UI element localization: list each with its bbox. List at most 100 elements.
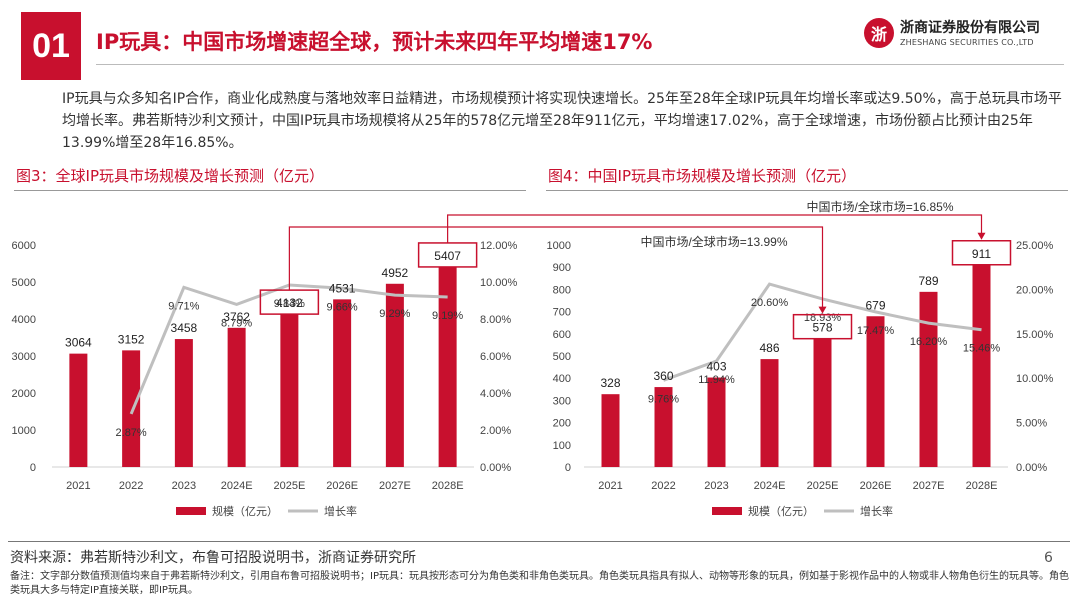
page-title: IP玩具：中国市场增速超全球，预计未来四年平均增速17% <box>96 30 653 54</box>
chart3-bar-label: 4531 <box>329 281 356 295</box>
chart4-y-tick: 800 <box>553 284 571 296</box>
chart3-bar <box>174 339 193 467</box>
chart3-y-tick: 6000 <box>12 240 36 252</box>
chart4-bar-label: 578 <box>812 321 832 335</box>
chart3-y-tick: 2000 <box>12 388 36 400</box>
chart3-bar <box>385 283 404 467</box>
chart3-bar-label: 4952 <box>382 266 409 280</box>
chart4-bar <box>760 359 779 467</box>
chart4-growth-label: 20.60% <box>751 297 789 309</box>
connector-2028 <box>447 214 983 243</box>
chart3-bar <box>438 266 457 467</box>
connector-2025 <box>288 226 824 309</box>
chart4-x-tick: 2024E <box>754 480 786 492</box>
chart3-y2-tick: 0.00% <box>480 462 511 474</box>
chart3-y-tick: 3000 <box>12 351 36 363</box>
chart3-growth-label: 9.71% <box>168 300 199 312</box>
figure4-title: 图4：中国IP玩具市场规模及增长预测（亿元） <box>548 167 857 185</box>
chart3-y2-tick: 12.00% <box>480 240 518 252</box>
chart4-growth-label: 9.76% <box>648 393 679 405</box>
chart4-growth-label: 11.94% <box>698 374 735 386</box>
share-2025-annotation: 中国市场/全球市场=13.99% <box>640 234 787 249</box>
chart3-x-tick: 2025E <box>273 480 305 492</box>
chart4-bar <box>972 264 991 467</box>
page-number: 6 <box>1044 550 1053 566</box>
chart4-x-tick: 2023 <box>704 480 728 492</box>
chart4-y2-tick: 0.00% <box>1016 462 1047 474</box>
chart3-y2-tick: 6.00% <box>480 351 511 363</box>
chart4-growth-label: 16.20% <box>910 336 948 348</box>
chart3-bar <box>280 314 299 467</box>
chart3-y2-tick: 10.00% <box>480 277 518 289</box>
chart4-bar-label: 679 <box>865 298 885 312</box>
figure4-divider <box>546 190 1068 191</box>
chart4-bar-label: 789 <box>918 274 938 288</box>
chart3-growth-label: 2.87% <box>116 427 147 439</box>
chart4-growth-label: 17.47% <box>857 325 895 337</box>
chart3-growth-label: 9.84% <box>274 298 305 310</box>
chart4-y2-tick: 15.00% <box>1016 329 1054 341</box>
chart4-x-tick: 2027E <box>913 480 945 492</box>
chart4-y2-tick: 25.00% <box>1016 240 1054 252</box>
chart3-growth-label: 9.19% <box>432 310 463 322</box>
source-divider <box>8 541 1070 542</box>
logo-company-name-en: ZHESHANG SECURITIES CO.,LTD <box>900 38 1034 47</box>
chart3-bar <box>69 353 88 467</box>
chart4-bar <box>601 394 620 467</box>
chart4-bar-label: 486 <box>759 341 779 355</box>
chart3-bar-label: 3152 <box>118 332 145 346</box>
chart4-y2-tick: 10.00% <box>1016 373 1054 385</box>
chart4-bar <box>866 316 885 467</box>
chart3-bar-label: 3064 <box>65 336 92 350</box>
chart4-y-tick: 700 <box>553 307 571 319</box>
chart4-y-tick: 400 <box>553 373 571 385</box>
chart3-growth-label: 9.29% <box>379 308 410 320</box>
chart3-y-tick: 5000 <box>12 277 36 289</box>
chart3-bar <box>227 327 246 467</box>
chart4-y-tick: 200 <box>553 418 571 430</box>
chart4-bar <box>813 338 832 467</box>
chart3-bar <box>333 299 352 467</box>
chart3-y2-tick: 4.00% <box>480 388 511 400</box>
chart3-bar <box>122 350 141 467</box>
highlight-box <box>951 240 1012 266</box>
chart4-y-tick: 600 <box>553 329 571 341</box>
chart3-bar-label: 3458 <box>171 321 198 335</box>
section-number-badge: 01 <box>21 12 81 80</box>
chart4-legend-bar-swatch <box>712 507 742 515</box>
figure3-title: 图3：全球IP玩具市场规模及增长预测（亿元） <box>16 167 325 185</box>
chart4-bar-label: 328 <box>600 376 620 390</box>
chart4-x-tick: 2021 <box>598 480 622 492</box>
title-divider <box>96 64 1064 65</box>
chart4-y-tick: 100 <box>553 440 571 452</box>
chart4-y2-tick: 5.00% <box>1016 418 1047 430</box>
chart4-growth-label: 15.46% <box>963 343 1001 355</box>
share-2028-annotation: 中国市场/全球市场=16.85% <box>806 199 953 214</box>
chart3-x-tick: 2028E <box>432 480 464 492</box>
chart4-legend-bar-label: 规模（亿元） <box>748 504 814 518</box>
chart4-bar <box>919 291 938 467</box>
source-text: 资料来源：弗若斯特沙利文，布鲁可招股说明书，浙商证券研究所 <box>10 550 416 566</box>
chart3-x-tick: 2027E <box>379 480 411 492</box>
summary-paragraph: IP玩具与众多知名IP合作，商业化成熟度与落地效率日益精进，市场规模预计将实现快… <box>62 91 1062 151</box>
chart4-y-tick: 300 <box>553 395 571 407</box>
chart3-x-tick: 2023 <box>172 480 196 492</box>
chart4-y-tick: 500 <box>553 351 571 363</box>
chart4-bar-label: 403 <box>706 360 726 374</box>
chart3-x-tick: 2026E <box>326 480 358 492</box>
chart4-bar <box>707 377 726 467</box>
chart4-x-tick: 2022 <box>651 480 675 492</box>
chart3-growth-label: 9.66% <box>327 301 358 313</box>
chart3-bar-label: 4132 <box>276 296 303 310</box>
figure3-divider <box>14 190 526 191</box>
chart4-y-tick: 900 <box>553 262 571 274</box>
highlight-box <box>792 313 853 340</box>
chart3-bar-label: 3762 <box>223 310 250 324</box>
chart3-legend-bar-label: 规模（亿元） <box>212 504 278 518</box>
chart4-bar-label: 911 <box>972 247 991 261</box>
chart4-x-tick: 2025E <box>807 480 839 492</box>
chart4-x-tick: 2028E <box>966 480 998 492</box>
chart3-y2-tick: 8.00% <box>480 314 511 326</box>
chart3-y-tick: 4000 <box>12 314 36 326</box>
